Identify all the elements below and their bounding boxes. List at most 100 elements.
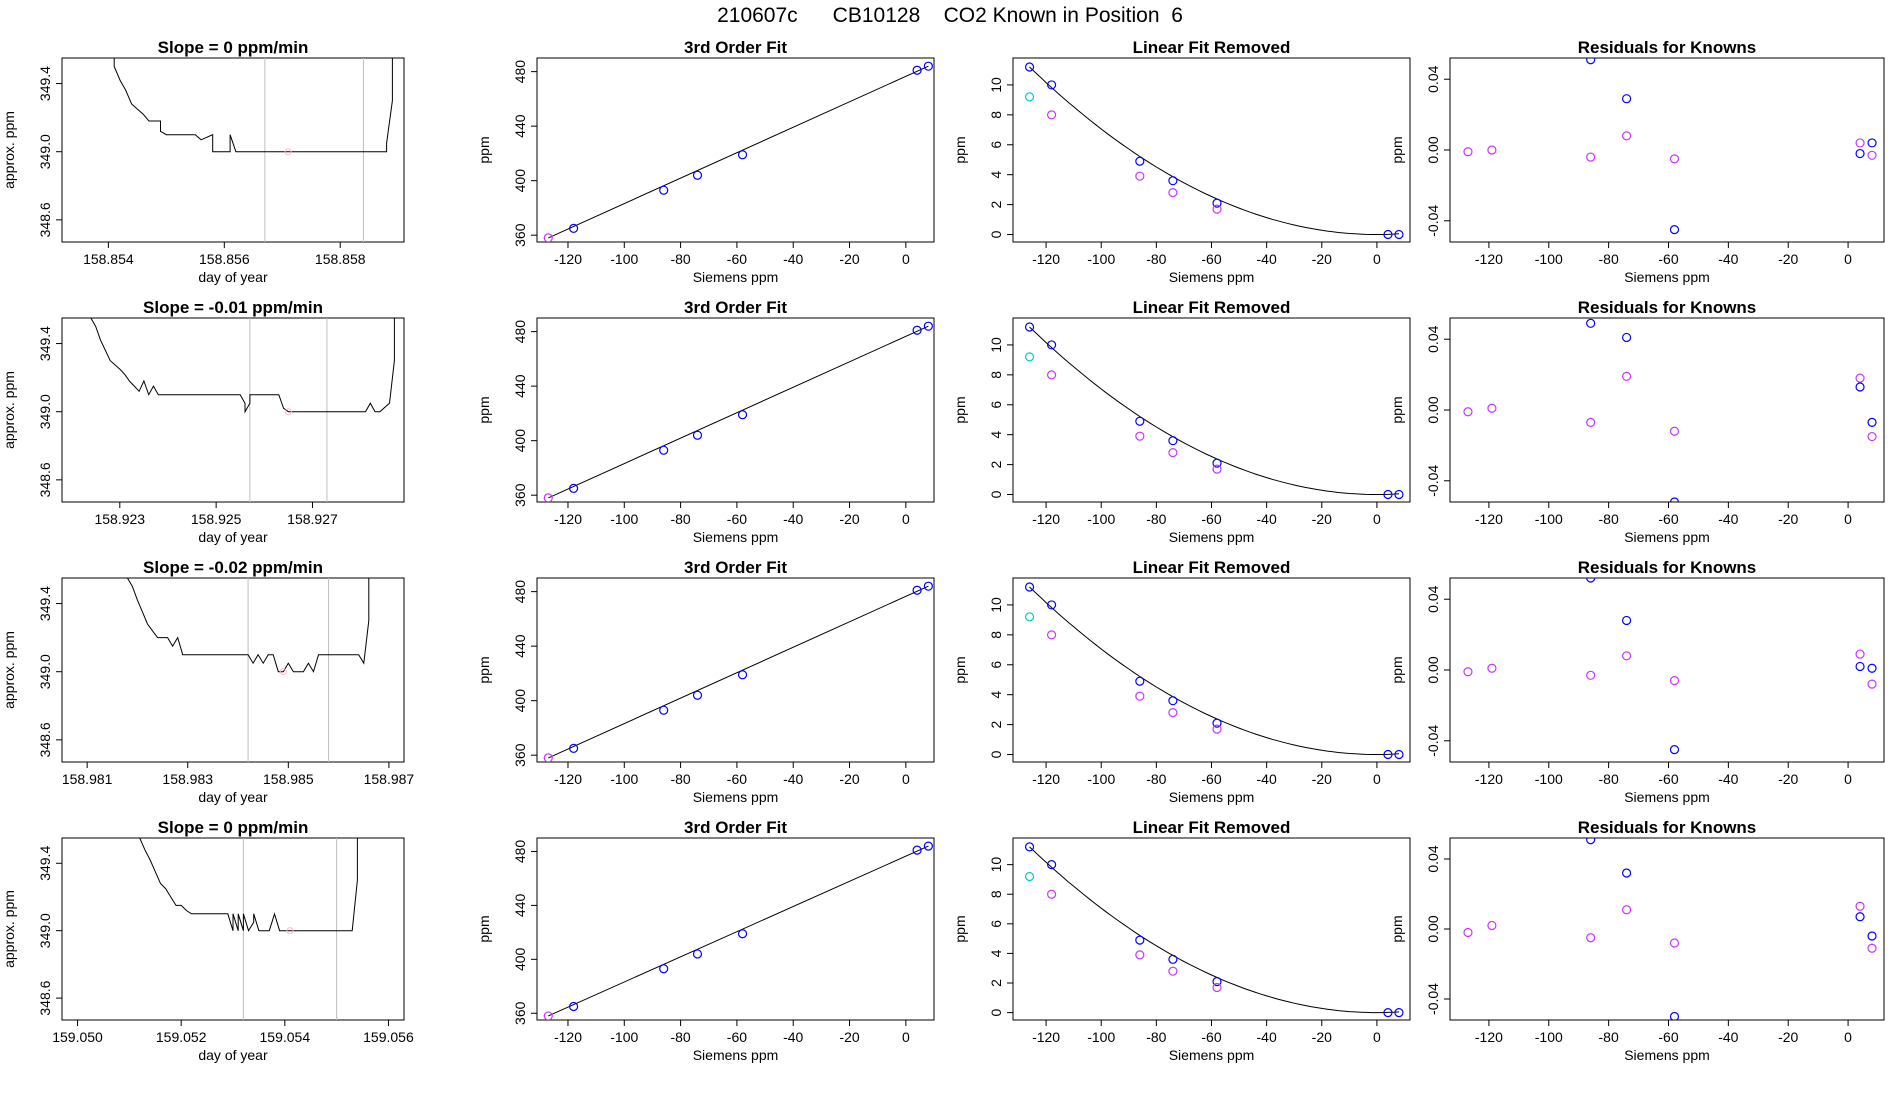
plot-title: 3rd Order Fit [684, 298, 787, 317]
plot-title: 3rd Order Fit [684, 38, 787, 57]
y-tick-label: -0.04 [1425, 465, 1441, 497]
x-tick-label: 158.925 [191, 511, 242, 527]
data-point [543, 233, 553, 242]
y-tick-label: 8 [988, 371, 1004, 379]
y-tick-label: 0.04 [1425, 845, 1441, 872]
data-point [912, 845, 922, 855]
y-tick-label: 0 [988, 490, 1004, 498]
x-tick-label: -20 [1312, 1029, 1332, 1045]
x-axis-label: day of year [198, 1047, 268, 1063]
x-tick-label: -80 [1146, 771, 1166, 787]
y-tick-label: 400 [512, 169, 528, 193]
fit-line [548, 585, 929, 759]
data-point [1586, 152, 1596, 162]
y-tick-label: 360 [512, 223, 528, 247]
y-tick-label: 480 [512, 840, 528, 864]
x-tick-label: -20 [839, 771, 859, 787]
x-tick-label: -60 [1201, 511, 1221, 527]
x-tick-label: -60 [1658, 251, 1678, 267]
data-point [1394, 229, 1404, 240]
x-tick-label: -120 [554, 511, 582, 527]
x-tick-label: -80 [1146, 511, 1166, 527]
plot-title: Residuals for Knowns [1578, 38, 1757, 57]
y-tick-label: 6 [988, 141, 1004, 149]
data-point [1867, 931, 1877, 941]
panel-3-2: 3rd Order Fit Siemens ppm ppm -120 -100 -80 -6… [476, 558, 935, 805]
data-point [1855, 138, 1865, 148]
x-tick-label: -20 [1778, 511, 1798, 527]
x-tick-label: -60 [1658, 1029, 1678, 1045]
x-tick-label: -20 [1312, 771, 1332, 787]
x-tick-label: -60 [727, 771, 747, 787]
panel-2-1: Slope = -0.01 ppm/min day of year approx. … [1, 298, 405, 545]
plot-frame [61, 57, 405, 243]
x-tick-label: -40 [1718, 511, 1738, 527]
plot-frame [1449, 837, 1885, 1021]
data-point [569, 1001, 579, 1012]
x-tick-label: -120 [1475, 771, 1503, 787]
x-tick-label: -20 [1778, 1029, 1798, 1045]
data-point [1135, 416, 1145, 426]
x-axis-label: Siemens ppm [693, 789, 779, 805]
x-tick-label: 159.054 [260, 1029, 311, 1045]
data-point [1487, 145, 1497, 155]
y-tick-label: 480 [512, 320, 528, 344]
x-tick-label: -60 [1658, 511, 1678, 527]
plot-frame [61, 317, 405, 503]
x-tick-label: 158.985 [263, 771, 314, 787]
x-tick-label: 0 [1373, 1029, 1381, 1045]
plot-frame [1449, 317, 1885, 503]
x-tick-label: -80 [1146, 1029, 1166, 1045]
y-axis-label: ppm [476, 656, 492, 683]
x-tick-label: -20 [1778, 251, 1798, 267]
data-point [912, 325, 922, 335]
data-point [737, 150, 748, 160]
y-tick-label: 6 [988, 661, 1004, 669]
data-point [659, 445, 669, 455]
data-point [543, 753, 553, 762]
y-tick-label: 2 [988, 979, 1004, 987]
x-axis-label: day of year [198, 789, 268, 805]
data-point [1487, 403, 1497, 413]
x-tick-label: -100 [1087, 1029, 1115, 1045]
data-point [923, 321, 933, 331]
x-tick-label: -60 [727, 1029, 747, 1045]
y-axis-label: ppm [1389, 656, 1405, 683]
x-axis-label: Siemens ppm [1624, 1047, 1710, 1063]
data-point [1168, 966, 1178, 976]
data-point [1046, 860, 1057, 870]
x-tick-label: -100 [1535, 771, 1563, 787]
plot-area [1463, 838, 1877, 1020]
data-point [1586, 933, 1596, 943]
data-point [1383, 229, 1393, 240]
plot-area [1024, 62, 1404, 240]
data-point [1669, 938, 1680, 948]
data-point [1168, 176, 1178, 186]
data-point [692, 949, 703, 959]
y-tick-label: 4 [988, 949, 1004, 957]
data-point [1212, 458, 1222, 468]
x-tick-label: -120 [554, 251, 582, 267]
data-point [1586, 318, 1596, 328]
x-tick-label: 0 [1373, 251, 1381, 267]
x-tick-label: -40 [1718, 251, 1738, 267]
plot-area [543, 841, 933, 1020]
plot-title: Slope = 0 ppm/min [158, 818, 309, 837]
x-tick-label: 0 [1373, 511, 1381, 527]
plot-frame [1449, 57, 1885, 243]
data-point [1463, 147, 1473, 157]
plot-frame [1012, 317, 1411, 503]
x-axis-label: Siemens ppm [1624, 529, 1710, 545]
x-tick-label: -40 [783, 511, 803, 527]
mean-marker [279, 668, 287, 676]
panel-1-1: Slope = 0 ppm/min day of year approx. ppm 1… [1, 38, 405, 285]
y-tick-label: 8 [988, 631, 1004, 639]
data-point [543, 493, 553, 502]
y-tick-label: 349.0 [37, 394, 53, 429]
x-tick-label: -60 [727, 251, 747, 267]
x-tick-label: -120 [1032, 771, 1060, 787]
data-point [737, 929, 748, 939]
x-tick-label: -20 [839, 251, 859, 267]
fit-line [548, 65, 929, 239]
